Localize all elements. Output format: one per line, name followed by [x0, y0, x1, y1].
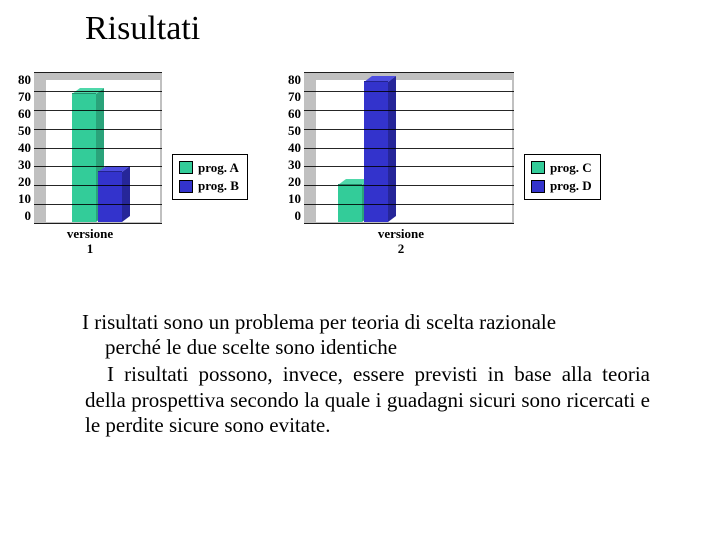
xlabel-line: versione: [67, 227, 113, 242]
charts-row: 80706050403020100 versione1 prog. Aprog.…: [18, 72, 702, 282]
legend-swatch: [179, 161, 193, 174]
chart-1-xlabel: versione1: [67, 227, 113, 257]
chart-1-plot-floor: [46, 80, 160, 222]
legend-swatch: [531, 180, 545, 193]
chart-1: 80706050403020100 versione1: [18, 72, 162, 257]
legend-label: prog. A: [198, 159, 239, 177]
xlabel-line: 2: [378, 242, 424, 257]
gridline: [304, 110, 514, 111]
xlabel-line: 1: [67, 242, 113, 257]
ytick-label: 30: [288, 157, 301, 173]
legend-label: prog. D: [550, 177, 592, 195]
ytick-label: 10: [288, 191, 301, 207]
gridline: [34, 148, 162, 149]
ytick-label: 80: [288, 72, 301, 88]
legend-swatch: [179, 180, 193, 193]
gridline: [34, 110, 162, 111]
legend-row: prog. A: [179, 159, 239, 177]
gridline: [304, 166, 514, 167]
bar-front: [364, 81, 388, 222]
legend-row: prog. C: [531, 159, 592, 177]
bar-side: [122, 166, 130, 222]
body-text: I risultati sono un problema per teoria …: [60, 310, 650, 440]
ytick-label: 0: [294, 208, 301, 224]
chart-2-xlabel: versione2: [378, 227, 424, 257]
ytick-label: 0: [25, 208, 32, 224]
legend-label: prog. B: [198, 177, 239, 195]
gridline: [34, 166, 162, 167]
chart-2-block: 80706050403020100 versione2 prog. Cprog.…: [288, 72, 601, 282]
gridline: [304, 185, 514, 186]
gridline: [34, 129, 162, 130]
gridline: [304, 204, 514, 205]
gridline: [34, 185, 162, 186]
legend-row: prog. B: [179, 177, 239, 195]
chart-2-yaxis: 80706050403020100: [288, 72, 304, 224]
ytick-label: 30: [18, 157, 31, 173]
chart-2-plot-floor: [316, 80, 512, 222]
gridline: [34, 91, 162, 92]
chart-2-legend: prog. Cprog. D: [524, 154, 601, 200]
ytick-label: 20: [288, 174, 301, 190]
paragraph-2-text: I risultati possono, invece, essere prev…: [85, 362, 650, 436]
gridline: [304, 91, 514, 92]
slide-title: Risultati: [85, 10, 200, 48]
ytick-label: 10: [18, 191, 31, 207]
bar-front: [338, 184, 362, 222]
xlabel-line: versione: [378, 227, 424, 242]
gridline: [34, 223, 162, 224]
ytick-label: 70: [288, 89, 301, 105]
gridline: [304, 72, 514, 73]
gridline: [34, 204, 162, 205]
legend-swatch: [531, 161, 545, 174]
legend-label: prog. C: [550, 159, 592, 177]
ytick-label: 20: [18, 174, 31, 190]
ytick-label: 60: [18, 106, 31, 122]
chart-1-yaxis: 80706050403020100: [18, 72, 34, 224]
ytick-label: 40: [288, 140, 301, 156]
gridline: [304, 148, 514, 149]
ytick-label: 70: [18, 89, 31, 105]
gridline: [304, 223, 514, 224]
bar-side: [388, 76, 396, 222]
chart-1-plot: [34, 72, 162, 224]
gridline: [304, 129, 514, 130]
bar-front: [98, 171, 122, 222]
ytick-label: 50: [288, 123, 301, 139]
ytick-label: 40: [18, 140, 31, 156]
chart-1-block: 80706050403020100 versione1 prog. Aprog.…: [18, 72, 248, 282]
chart-1-legend: prog. Aprog. B: [172, 154, 248, 200]
gridline: [34, 72, 162, 73]
ytick-label: 50: [18, 123, 31, 139]
paragraph-1: I risultati sono un problema per teoria …: [60, 310, 650, 360]
ytick-label: 80: [18, 72, 31, 88]
bar-front: [72, 93, 96, 222]
paragraph-2: I risultati possono, invece, essere prev…: [60, 362, 650, 438]
chart-2-plot: [304, 72, 514, 224]
slide-page: Risultati 80706050403020100 versione1 pr…: [0, 0, 720, 540]
chart-2: 80706050403020100 versione2: [288, 72, 514, 257]
paragraph-1-line1: I risultati sono un problema per teoria …: [82, 310, 556, 334]
paragraph-1-line2: perché le due scelte sono identiche: [105, 335, 650, 360]
legend-row: prog. D: [531, 177, 592, 195]
ytick-label: 60: [288, 106, 301, 122]
